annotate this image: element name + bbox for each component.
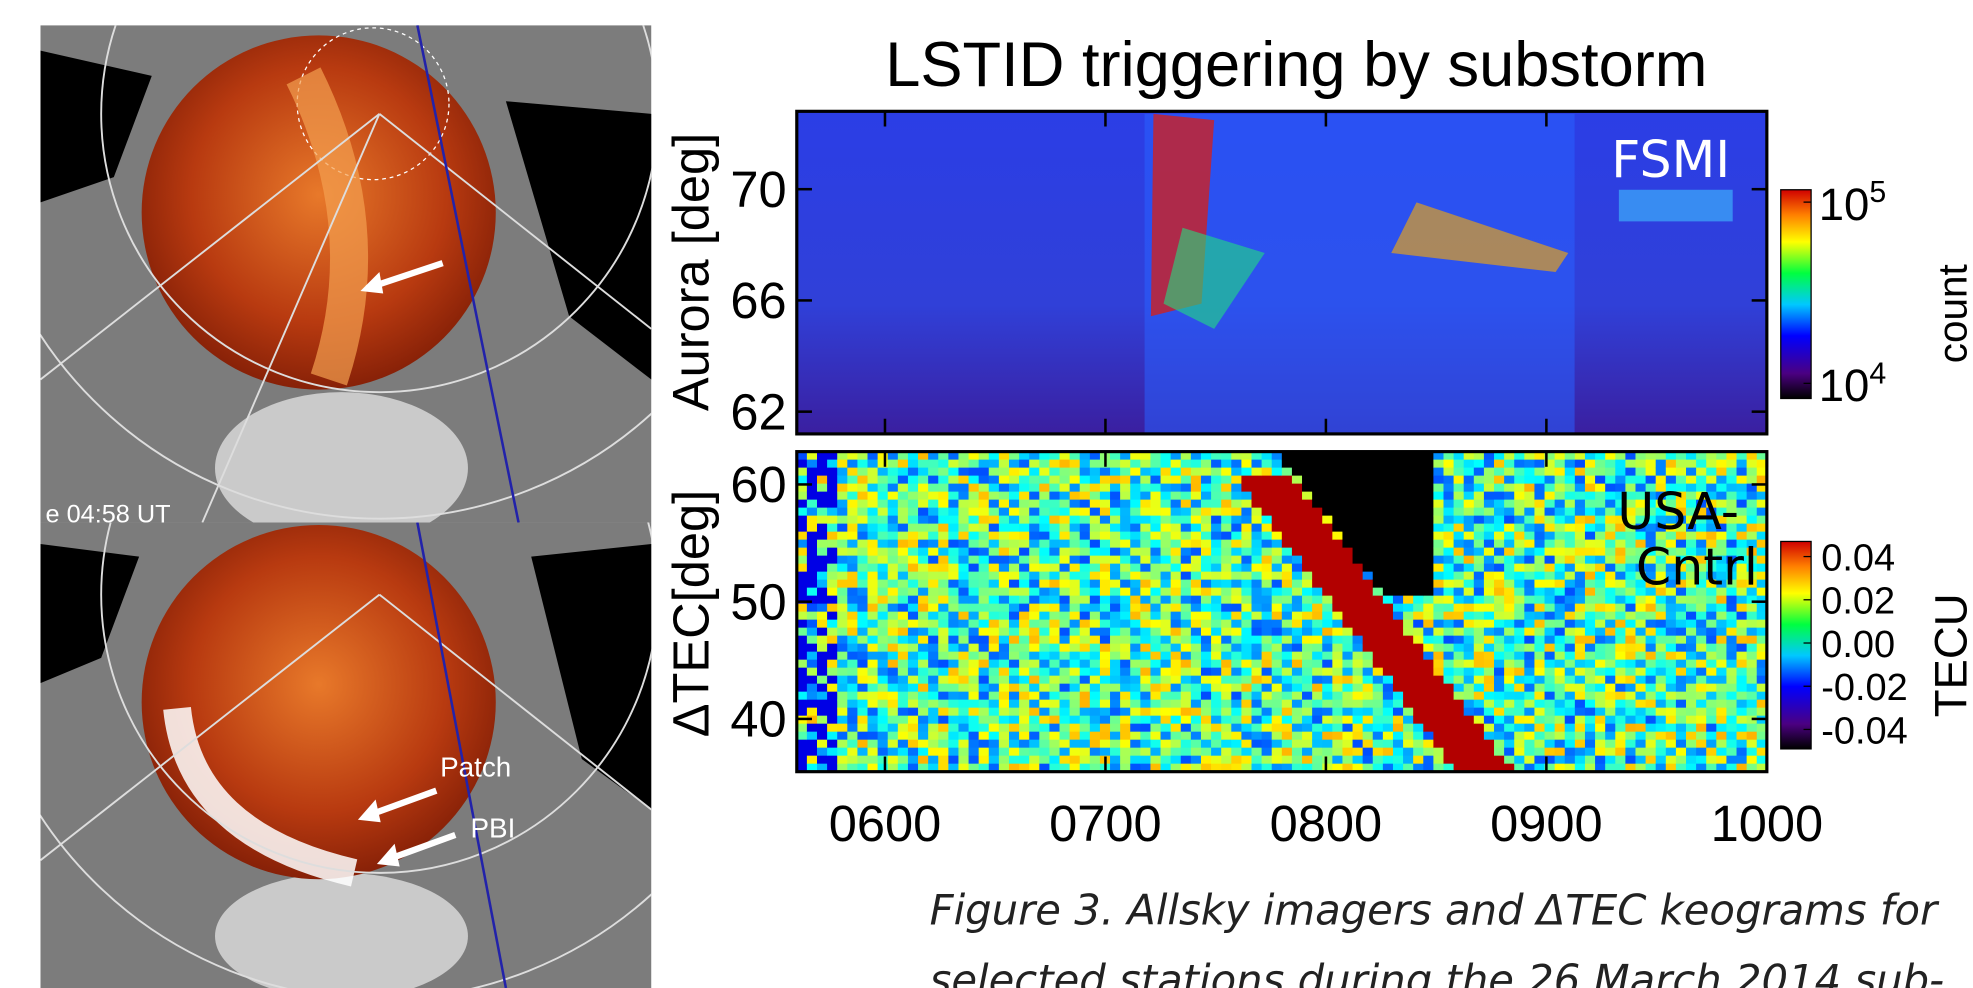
colorbar-tick-label: -0.04 xyxy=(1821,710,1907,752)
station-label: FSMI xyxy=(1611,130,1730,189)
caption-line: Figure 3. Allsky imagers and ΔTEC keogra… xyxy=(930,886,1940,935)
colorbar-label: count xyxy=(1930,264,1973,363)
tick-exponent: 5 xyxy=(1869,176,1886,209)
tick-base: 10 xyxy=(1819,360,1870,411)
colorbar-tick-label: 0.02 xyxy=(1821,581,1895,623)
colorbar-tick-label: 0.00 xyxy=(1821,624,1895,666)
station-label: USA- xyxy=(1617,482,1739,541)
y-tick-label: 66 xyxy=(730,272,786,329)
patch-label: Patch xyxy=(440,752,511,783)
caption-line: selected stations during the 26 March 20… xyxy=(930,955,1945,988)
y-tick-label: 40 xyxy=(730,691,786,748)
y-tick-label: 62 xyxy=(730,383,786,440)
y-tick-label: 50 xyxy=(730,573,786,630)
tick-base: 10 xyxy=(1819,179,1870,230)
title: LSTID triggering by substorm xyxy=(885,30,1707,100)
colorbar-label: TECU xyxy=(1926,593,1973,717)
y-tick-label: 70 xyxy=(730,161,786,218)
colorbar-tick-label: 104 xyxy=(1819,357,1887,411)
station-label: Cntrl xyxy=(1636,537,1758,596)
pbi-label: PBI xyxy=(470,812,515,843)
x-tick-label: 0800 xyxy=(1270,795,1383,852)
aurora-keogram: FSMI xyxy=(797,111,1767,434)
colorbar-tick-label: 105 xyxy=(1819,176,1887,230)
colorbar xyxy=(1781,541,1811,748)
figure: e 04:58 UT Patch PBI LSTID triggering by… xyxy=(0,0,1973,988)
colorbar-tick-label: 0.04 xyxy=(1821,537,1895,579)
tick-exponent: 4 xyxy=(1869,357,1886,390)
x-tick-label: 1000 xyxy=(1711,795,1824,852)
y-axis-label: ΔTEC[deg] xyxy=(662,490,719,737)
y-tick-label: 60 xyxy=(730,456,786,513)
x-tick-label: 0900 xyxy=(1490,795,1603,852)
x-tick-label: 0600 xyxy=(829,795,942,852)
colorbar xyxy=(1781,190,1811,399)
x-tick-label: 0700 xyxy=(1049,795,1162,852)
y-axis-label: Aurora [deg] xyxy=(662,133,719,411)
colorbar-tick-label: -0.02 xyxy=(1821,667,1907,709)
page: {"title":"LSTID triggering by substorm",… xyxy=(0,0,1973,988)
